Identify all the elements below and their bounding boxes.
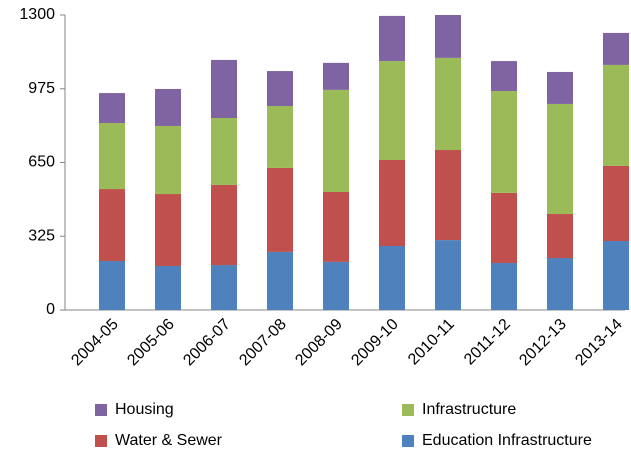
bar-segment — [603, 165, 629, 242]
x-tick-label: 2011-12 — [461, 316, 514, 369]
legend-swatch — [402, 435, 414, 447]
bar-segment — [99, 260, 125, 310]
x-tick-label: 2009-10 — [348, 316, 402, 370]
bar-segment — [267, 251, 293, 310]
x-tick-label: 2006-07 — [180, 316, 234, 370]
bar-segment — [99, 123, 125, 190]
x-tick-label: 2008-09 — [292, 316, 346, 370]
bar-segment — [435, 15, 461, 58]
bar-segment — [379, 61, 405, 161]
bar-segment — [491, 91, 517, 193]
bar-segment — [211, 59, 237, 119]
bar-segment — [323, 62, 349, 90]
bar-segment — [491, 192, 517, 264]
bar-segment — [99, 93, 125, 124]
legend-label: Education Infrastructure — [422, 432, 592, 449]
legend-swatch — [95, 435, 107, 447]
bar-segment — [547, 103, 573, 215]
bar-segment — [379, 246, 405, 310]
y-tick-label: 1300 — [19, 6, 55, 23]
x-tick-label: 2012-13 — [516, 316, 570, 370]
bar-segment — [99, 189, 125, 261]
x-tick-label: 2010-11 — [405, 316, 458, 369]
bar-segment — [435, 150, 461, 241]
bar-segment — [155, 194, 181, 266]
x-tick-label: 2005-06 — [124, 316, 178, 370]
bar-segment — [547, 214, 573, 259]
bar-segment — [323, 261, 349, 310]
bar-segment — [323, 192, 349, 262]
bar-segment — [155, 265, 181, 310]
bar-segment — [491, 263, 517, 310]
bar-segment — [547, 258, 573, 310]
legend-swatch — [95, 404, 107, 416]
bar-segment — [379, 15, 405, 62]
y-tick-label: 0 — [46, 301, 55, 318]
bar-segment — [267, 71, 293, 106]
bar-segment — [547, 71, 573, 104]
x-tick-label: 2013-14 — [572, 316, 626, 370]
legend-swatch — [402, 404, 414, 416]
bar-segment — [155, 88, 181, 126]
bar-segment — [211, 118, 237, 185]
bar-segment — [211, 184, 237, 266]
x-tick-label: 2007-08 — [236, 316, 290, 370]
bar-segment — [379, 160, 405, 247]
y-tick-label: 325 — [28, 227, 55, 244]
bar-segment — [435, 57, 461, 151]
bar-segment — [603, 64, 629, 166]
y-tick-label: 975 — [28, 80, 55, 97]
bar-segment — [603, 241, 629, 310]
bar-segment — [211, 265, 237, 310]
y-tick-label: 650 — [28, 154, 55, 171]
legend-label: Water & Sewer — [115, 432, 223, 449]
bar-segment — [323, 89, 349, 192]
bar-segment — [491, 61, 517, 92]
legend-label: Housing — [115, 401, 174, 418]
x-tick-label: 2004-05 — [68, 316, 122, 370]
bar-segment — [435, 240, 461, 310]
bar-segment — [155, 125, 181, 195]
bar-segment — [603, 32, 629, 65]
legend-label: Infrastructure — [422, 401, 516, 418]
bar-segment — [267, 105, 293, 168]
bar-segment — [267, 167, 293, 252]
